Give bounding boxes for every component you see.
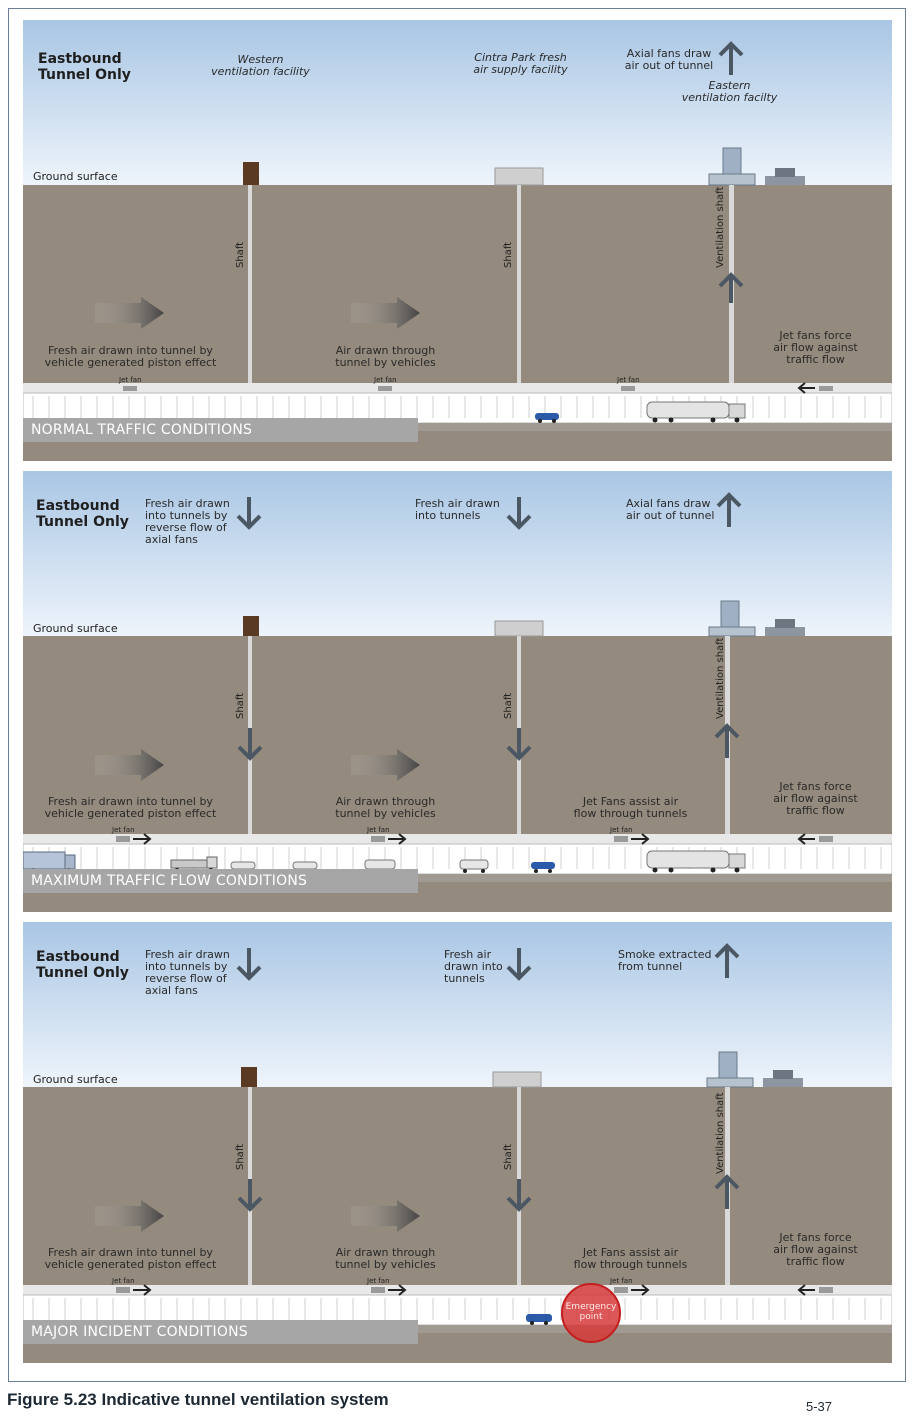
airflow-arrow-left (797, 1284, 815, 1296)
underground-middle-right-label: Jet Fans assist air flow through tunnels (573, 795, 688, 820)
underground-middle-label: Air drawn through tunnel by vehicles (335, 795, 436, 820)
underground-middle-label: Air drawn through tunnel by vehicles (335, 1246, 436, 1271)
panel-title: Eastbound Tunnel Only (36, 498, 129, 530)
underground-right-label: Jet fans force air flow against traffic … (773, 780, 858, 817)
shaft-label: Shaft (235, 241, 246, 268)
middle-sky-label: Fresh air drawn into tunnels (444, 948, 503, 985)
ventilation-shaft-label: Ventilation shaft (715, 186, 726, 268)
emergency-point-marker (561, 1283, 621, 1343)
underground-left-label: Fresh air drawn into tunnel by vehicle g… (44, 344, 217, 369)
truck (646, 401, 746, 423)
underground-left-label: Fresh air drawn into tunnel by vehicle g… (44, 1246, 217, 1271)
emergency-point-label: Emergency point (565, 1302, 617, 1322)
condition-bar: MAJOR INCIDENT CONDITIONS (23, 1320, 418, 1344)
condition-bar: NORMAL TRAFFIC CONDITIONS (23, 418, 418, 442)
airflow-arrow-left (797, 833, 815, 845)
down-arrow (506, 728, 532, 761)
western-sky-label: Fresh air drawn into tunnels by reverse … (145, 948, 230, 997)
shaft-label: Shaft (503, 1143, 514, 1170)
underground-middle-right-label: Jet Fans assist air flow through tunnels (573, 1246, 688, 1271)
car (531, 862, 555, 873)
down-arrow (506, 497, 532, 530)
western-facility-label: Western ventilation facility (211, 53, 310, 78)
eastern-top-label: Smoke extracted from tunnel (618, 948, 712, 973)
ground-surface-label: Ground surface (33, 1073, 118, 1086)
ventilation-shaft-label: Ventilation shaft (715, 1092, 726, 1174)
jet-fan-label: Jet fan (374, 376, 397, 384)
up-arrow (716, 492, 742, 527)
underground-left-label: Fresh air drawn into tunnel by vehicle g… (44, 795, 217, 820)
middle-sky-label: Fresh air drawn into tunnels (415, 497, 500, 522)
airflow-arrow-left (797, 382, 815, 394)
down-arrow (237, 728, 263, 761)
jet-fan-label: Jet fan (112, 1277, 135, 1285)
airflow-arrow-right (133, 1284, 152, 1296)
down-arrow (506, 948, 532, 981)
car (526, 1314, 552, 1325)
panel-illustration (23, 20, 892, 461)
jet-fan-label: Jet fan (367, 826, 390, 834)
airflow-arrow-right (631, 1284, 650, 1296)
panel-major-incident: Eastbound Tunnel Only Fresh air drawn in… (23, 922, 892, 1363)
up-arrow (718, 41, 744, 75)
figure-caption: Figure 5.23 Indicative tunnel ventilatio… (7, 1390, 389, 1409)
jet-fan-label: Jet fan (617, 376, 640, 384)
condition-label: MAXIMUM TRAFFIC FLOW CONDITIONS (31, 873, 308, 889)
ground-surface-label: Ground surface (33, 170, 118, 183)
panel-title: Eastbound Tunnel Only (36, 949, 129, 981)
western-vent-building (243, 162, 259, 185)
airflow-arrow-right (133, 833, 152, 845)
truck (646, 850, 746, 873)
car (535, 413, 559, 423)
down-arrow (237, 1179, 263, 1212)
up-arrow (718, 272, 744, 303)
eastern-facility-label: Eastern ventilation facilty (681, 79, 778, 104)
piston-airflow-arrow (351, 297, 420, 329)
page-number: 5-37 (806, 1399, 833, 1414)
shaft-label: Shaft (503, 241, 514, 268)
shaft-label: Shaft (235, 692, 246, 719)
underground-right-label: Jet fans force air flow against traffic … (773, 329, 858, 366)
down-arrow (236, 948, 262, 981)
panel-title: Eastbound Tunnel Only (38, 51, 131, 83)
condition-label: MAJOR INCIDENT CONDITIONS (31, 1324, 248, 1340)
underground-right-label: Jet fans force air flow against traffic … (773, 1231, 858, 1268)
down-arrow (506, 1179, 532, 1212)
panel-illustration (23, 471, 892, 912)
down-arrow (236, 497, 262, 530)
panel-max-traffic: Eastbound Tunnel Only Fresh air drawn in… (23, 471, 892, 912)
airflow-arrow-right (388, 1284, 407, 1296)
condition-label: NORMAL TRAFFIC CONDITIONS (31, 422, 253, 438)
middle-facility-label: Cintra Park fresh air supply facility (473, 51, 568, 76)
jet-fan-label: Jet fan (367, 1277, 390, 1285)
ventilation-shaft-label: Ventilation shaft (715, 637, 726, 719)
shaft-label: Shaft (503, 692, 514, 719)
jet-fan-label: Jet fan (119, 376, 142, 384)
panel-illustration (23, 922, 892, 1363)
airflow-arrow-right (631, 833, 650, 845)
jet-fan-label: Jet fan (610, 826, 633, 834)
western-sky-label: Fresh air drawn into tunnels by reverse … (145, 497, 230, 546)
panel-normal-traffic: Eastbound Tunnel Only Western ventilatio… (23, 20, 892, 461)
eastern-top-label: Axial fans draw air out of tunnel (626, 497, 715, 522)
piston-airflow-arrow (95, 297, 164, 329)
jet-fan-label: Jet fan (112, 826, 135, 834)
shaft-label: Shaft (235, 1143, 246, 1170)
eastern-top-label: Axial fans draw air out of tunnel (624, 47, 714, 72)
up-arrow (714, 723, 740, 758)
airflow-arrow-right (388, 833, 407, 845)
jet-fan-label: Jet fan (610, 1277, 633, 1285)
underground-middle-label: Air drawn through tunnel by vehicles (335, 344, 436, 369)
car (459, 859, 489, 873)
condition-bar: MAXIMUM TRAFFIC FLOW CONDITIONS (23, 869, 418, 893)
up-arrow (714, 1174, 740, 1209)
up-arrow (714, 943, 740, 978)
ground-surface-label: Ground surface (33, 622, 118, 635)
